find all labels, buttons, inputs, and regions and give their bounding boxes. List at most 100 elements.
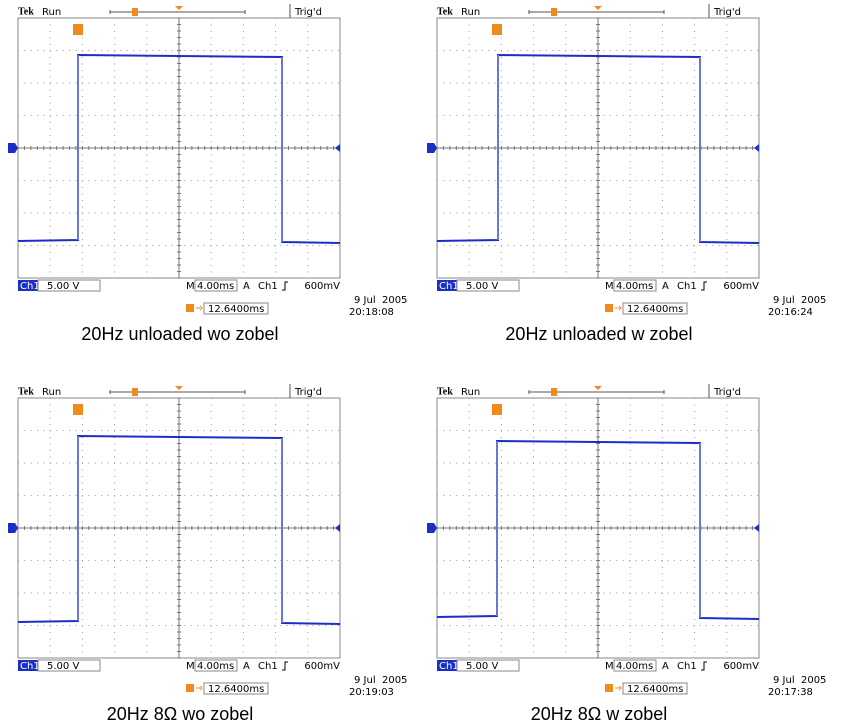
trigger-marker [73, 24, 83, 35]
delay-icon [186, 684, 194, 692]
caption: 20Hz unloaded w zobel [505, 324, 692, 344]
trigger-channel: Ch1 [258, 661, 278, 672]
trigger-state: Trig'd [294, 7, 322, 18]
trigger-mode: A [243, 661, 250, 672]
delay-icon [605, 684, 613, 692]
delay-arrow [615, 685, 622, 691]
time-per-div: 4.00ms [616, 281, 653, 292]
status: Run [461, 387, 480, 398]
trigger-state: Trig'd [294, 387, 322, 398]
delay-icon [186, 304, 194, 312]
record-window [132, 8, 138, 16]
scope-panel: Tek Run Trig'd Ch1 5.00 V M 4.00ms A Ch1 600mV 12.… [8, 384, 407, 724]
delay-arrow [196, 305, 203, 311]
scope-panel: Tek Run Trig'd Ch1 5.00 V M 4.00ms A Ch1 600mV 12.… [8, 4, 407, 344]
ground-marker [427, 143, 437, 153]
volts-box [37, 279, 101, 292]
brand: Tek [437, 386, 453, 397]
channel: Ch1 [20, 281, 40, 292]
level-marker [754, 524, 759, 532]
caption: 20Hz 8Ω wo zobel [107, 704, 254, 724]
level-marker [335, 144, 340, 152]
date: 9 Jul 2005 [354, 295, 407, 306]
trigger-mode: A [662, 661, 669, 672]
time: 20:17:38 [768, 687, 813, 698]
trigger-level: 600mV [304, 661, 340, 672]
trigger-delay: 12.6400ms [208, 304, 264, 315]
time-prefix: M [605, 281, 614, 292]
record-window [551, 8, 557, 16]
trigger-marker [492, 24, 502, 35]
trigger-level: 600mV [723, 661, 759, 672]
time-per-div: 4.00ms [616, 661, 653, 672]
volts-per-div: 5.00 V [466, 281, 498, 292]
waveform [17, 53, 341, 244]
time: 20:19:03 [349, 687, 394, 698]
brand: Tek [437, 6, 453, 17]
waveform [17, 434, 341, 625]
brand: Tek [18, 6, 34, 17]
channel-box [437, 660, 457, 671]
trigger-state: Trig'd [713, 7, 741, 18]
trigger-level: 600mV [304, 281, 340, 292]
status: Run [42, 387, 61, 398]
channel-box [437, 280, 457, 291]
time-box [194, 279, 238, 292]
channel-box [18, 280, 38, 291]
channel: Ch1 [20, 661, 40, 672]
record-window [551, 388, 557, 396]
time-box [194, 659, 238, 672]
volts-box [456, 659, 520, 672]
time-prefix: M [186, 281, 195, 292]
waveform [436, 439, 760, 620]
time: 20:18:08 [349, 307, 394, 318]
volts-per-div: 5.00 V [466, 661, 498, 672]
volts-box [456, 279, 520, 292]
level-marker [335, 524, 340, 532]
delay-box [622, 302, 688, 315]
scope-panel: Tek Run Trig'd Ch1 5.00 V M 4.00ms A Ch1 600mV 12.… [427, 4, 826, 344]
time-per-div: 4.00ms [197, 661, 234, 672]
trigger-delay: 12.6400ms [627, 304, 683, 315]
status: Run [461, 7, 480, 18]
scope-panel: Tek Run Trig'd Ch1 5.00 V M 4.00ms A Ch1 600mV 12.… [427, 384, 826, 724]
trigger-marker [73, 404, 83, 415]
trigger-level: 600mV [723, 281, 759, 292]
record-bracket [109, 10, 246, 14]
caption: 20Hz unloaded wo zobel [81, 324, 278, 344]
date: 9 Jul 2005 [773, 675, 826, 686]
volts-per-div: 5.00 V [47, 661, 79, 672]
slope-icon [701, 661, 707, 671]
trigger-mode: A [243, 281, 250, 292]
status: Run [42, 7, 61, 18]
delay-arrow [196, 685, 203, 691]
channel: Ch1 [439, 281, 459, 292]
trigger-channel: Ch1 [677, 281, 697, 292]
channel: Ch1 [439, 661, 459, 672]
trigger-channel: Ch1 [258, 281, 278, 292]
time-box [613, 659, 657, 672]
time-box [613, 279, 657, 292]
delay-box [203, 682, 269, 695]
time: 20:16:24 [768, 307, 813, 318]
record-bracket [528, 390, 665, 394]
ground-marker [8, 523, 18, 533]
ground-marker [8, 143, 18, 153]
date: 9 Jul 2005 [354, 675, 407, 686]
trigger-marker [492, 404, 502, 415]
channel-box [18, 660, 38, 671]
slope-icon [282, 281, 288, 291]
slope-icon [282, 661, 288, 671]
trigger-mode: A [662, 281, 669, 292]
waveform [436, 53, 760, 244]
delay-icon [605, 304, 613, 312]
slope-icon [701, 281, 707, 291]
trigger-state: Trig'd [713, 387, 741, 398]
trigger-pos [594, 6, 602, 10]
date: 9 Jul 2005 [773, 295, 826, 306]
record-window [132, 388, 138, 396]
time-prefix: M [605, 661, 614, 672]
time-per-div: 4.00ms [197, 281, 234, 292]
trigger-pos [594, 386, 602, 390]
